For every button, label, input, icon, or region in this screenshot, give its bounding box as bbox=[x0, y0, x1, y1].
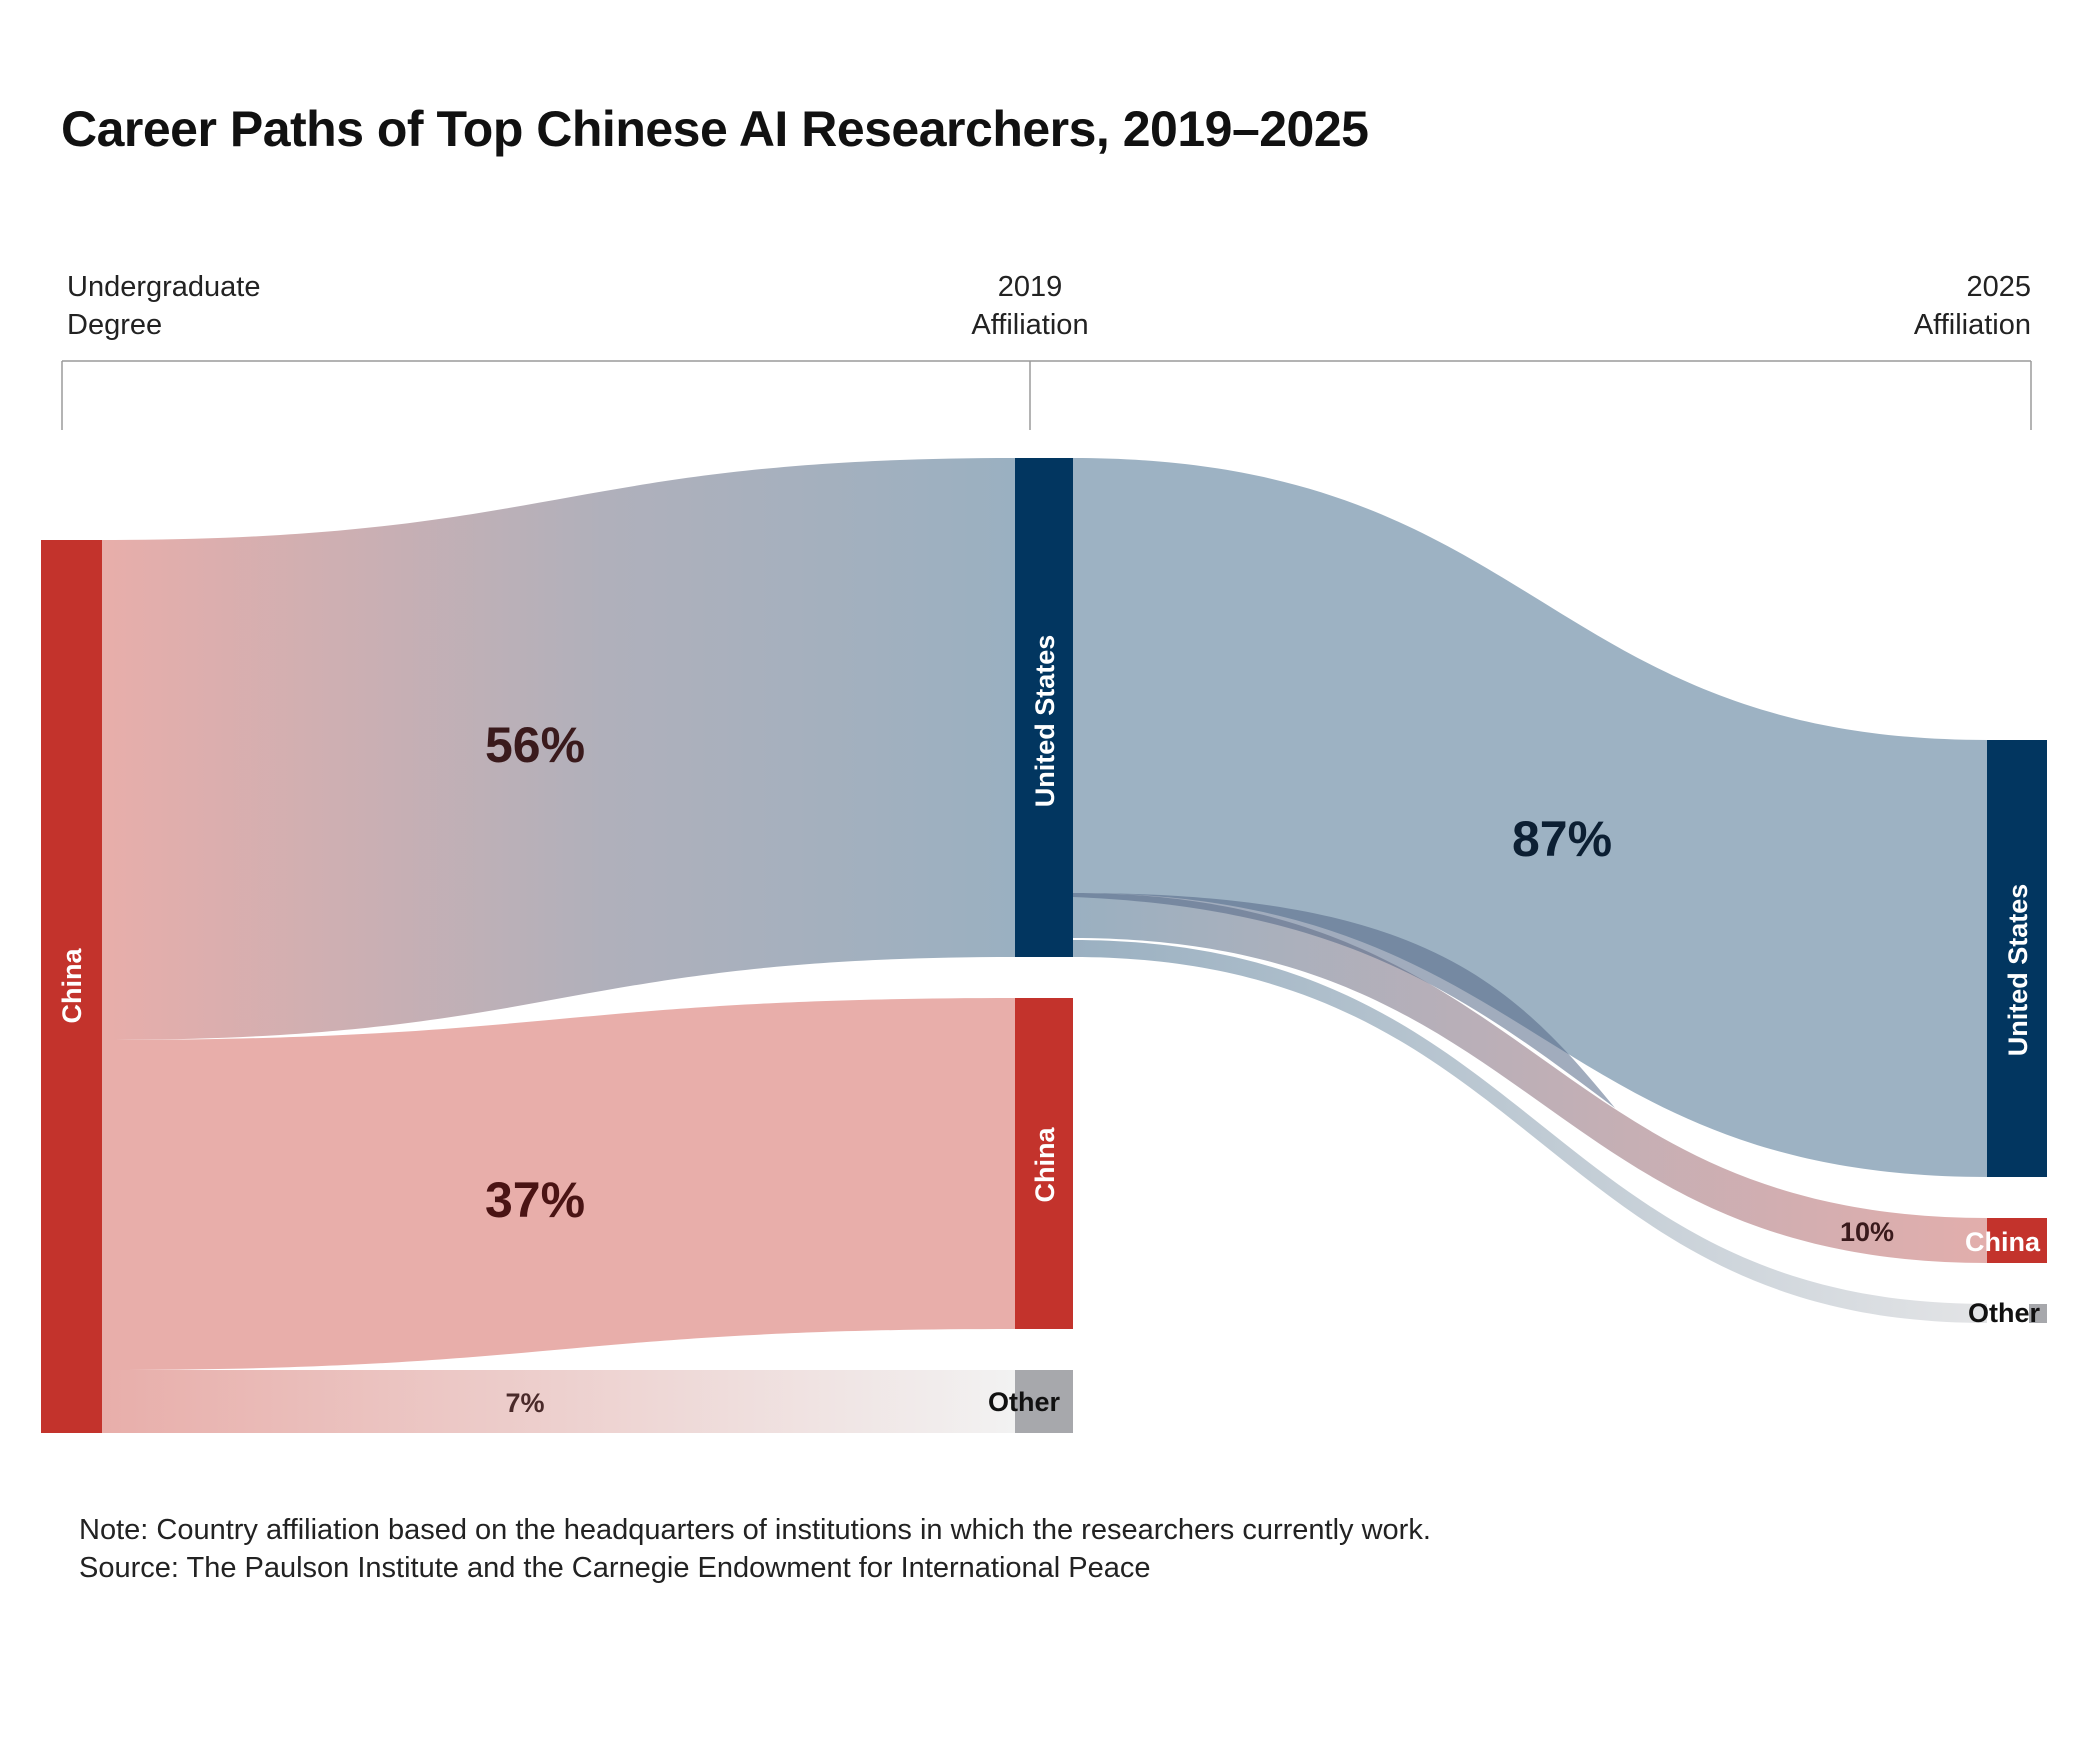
chart-note: Note: Country affiliation based on the h… bbox=[79, 1514, 1431, 1546]
stage-label-line1: 2025 bbox=[1966, 271, 2031, 303]
node-us-2019 bbox=[1015, 458, 1073, 957]
flow-overlap-shadow bbox=[1073, 893, 1615, 1108]
stage-label-line1: Undergraduate bbox=[67, 271, 260, 303]
node-label-china-undergrad: China bbox=[57, 948, 87, 1024]
node-label-us-2019: United States bbox=[1030, 635, 1060, 808]
node-label-other-2025: Other bbox=[1968, 1298, 2041, 1328]
flow-us-to-us-2025 bbox=[1073, 458, 1987, 1177]
stage-bracket bbox=[61, 360, 2032, 430]
chart-title: Career Paths of Top Chinese AI Researche… bbox=[61, 101, 1369, 157]
chart-source: Source: The Paulson Institute and the Ca… bbox=[79, 1552, 1151, 1584]
flow-label-37: 37% bbox=[485, 1172, 585, 1228]
flow-china-to-us-2019 bbox=[102, 458, 1015, 1040]
stage-label-line2: Affiliation bbox=[1914, 309, 2031, 341]
stage-header-undergrad: Undergraduate Degree bbox=[67, 271, 260, 341]
flow-label-10: 10% bbox=[1840, 1217, 1894, 1247]
flow-china-to-china-2019 bbox=[102, 998, 1015, 1370]
stage-label-line1: 2019 bbox=[998, 271, 1063, 303]
flow-label-7: 7% bbox=[505, 1388, 544, 1418]
flow-us-to-other-2025 bbox=[1073, 940, 1987, 1323]
node-label-china-2025: China bbox=[1965, 1227, 2041, 1257]
flow-label-56: 56% bbox=[485, 717, 585, 773]
stage-label-line2: Affiliation bbox=[971, 309, 1088, 341]
node-china-undergrad bbox=[41, 540, 102, 1433]
node-other-2025 bbox=[2029, 1304, 2047, 1323]
node-label-other-2019: Other bbox=[988, 1387, 1061, 1417]
node-label-us-2025: United States bbox=[2003, 884, 2033, 1057]
node-china-2025 bbox=[1987, 1218, 2047, 1263]
stage-label-line2: Degree bbox=[67, 309, 162, 341]
flow-us-to-china-2025 bbox=[1073, 893, 1987, 1263]
node-other-2019 bbox=[1015, 1370, 1073, 1433]
node-label-china-2019: China bbox=[1030, 1127, 1060, 1203]
node-us-2025 bbox=[1987, 740, 2047, 1177]
flow-china-to-other-2019 bbox=[102, 1370, 1015, 1433]
stage-header-2025: 2025 Affiliation bbox=[1914, 271, 2031, 341]
flow-label-87: 87% bbox=[1512, 811, 1612, 867]
node-china-2019 bbox=[1015, 998, 1073, 1329]
stage-header-2019: 2019 Affiliation bbox=[971, 271, 1088, 341]
